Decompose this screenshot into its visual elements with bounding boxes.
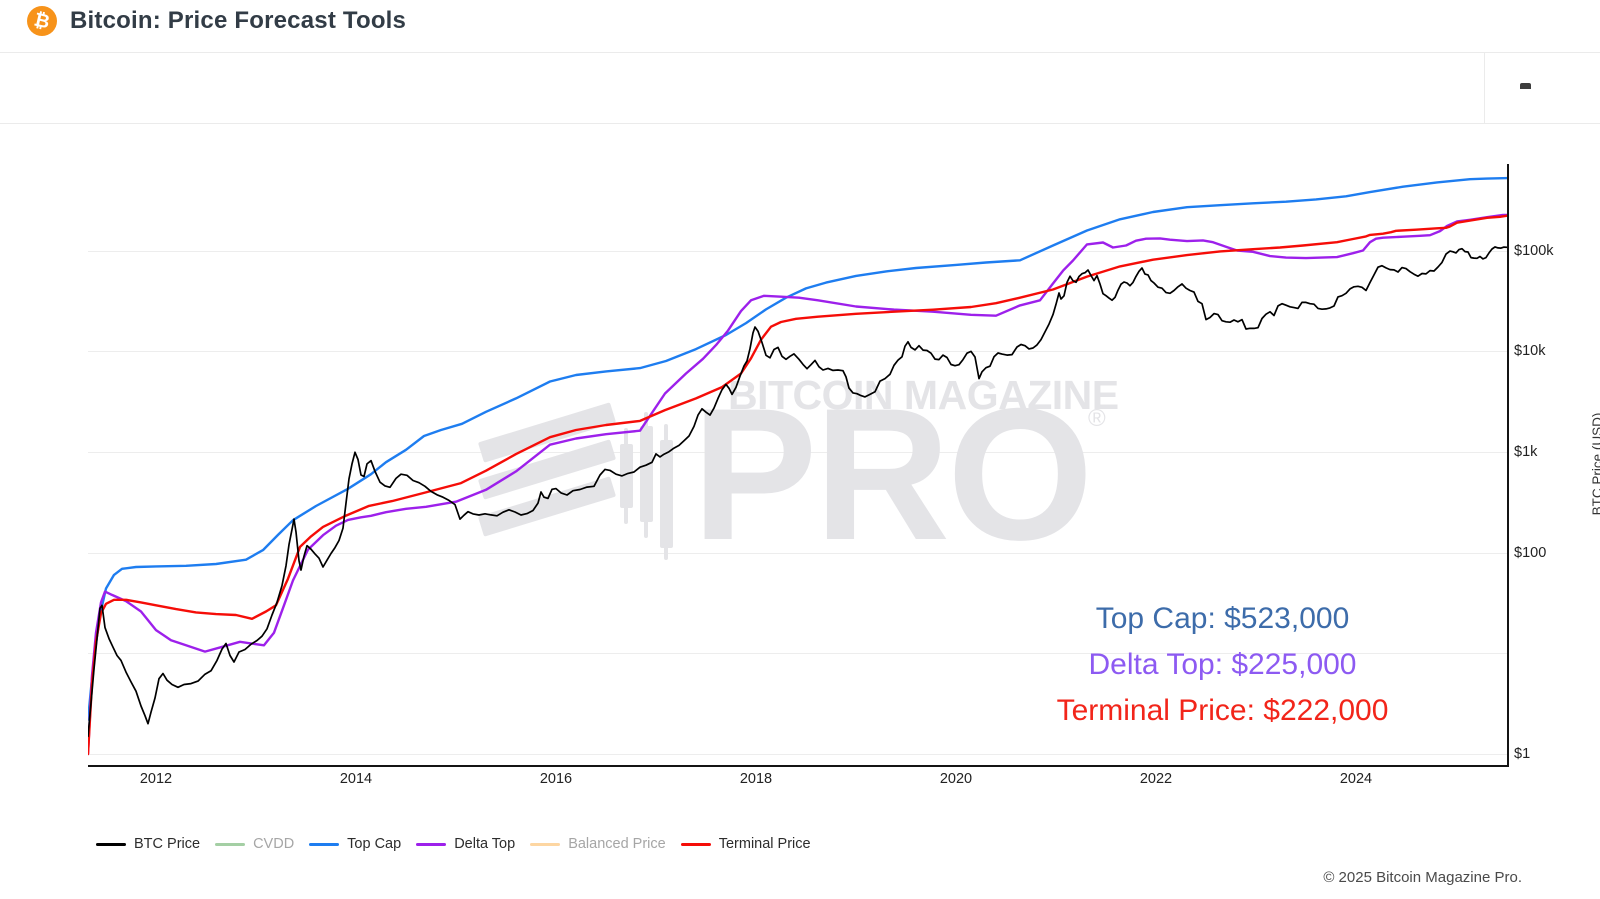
- legend-item-btc-price[interactable]: BTC Price: [96, 836, 200, 852]
- x-axis-label: 2018: [739, 771, 773, 787]
- legend-swatch: [416, 842, 447, 846]
- page-title: Bitcoin: Price Forecast Tools: [70, 7, 407, 34]
- bitcoin-logo-glyph: ₿: [32, 8, 53, 33]
- legend-item-balanced-price[interactable]: Balanced Price: [530, 836, 666, 852]
- x-axis-label: 2016: [539, 771, 573, 787]
- toolbar-divider: [1484, 53, 1485, 123]
- y-axis-line: [1507, 164, 1509, 767]
- legend: BTC Price CVDD Top Cap Delta Top Balanced Pr…: [96, 836, 811, 852]
- y-axis-label: $1: [1514, 746, 1531, 762]
- y-axis-title: BTC Price (USD): [1590, 412, 1600, 516]
- bitcoin-logo-icon: ₿: [27, 6, 57, 36]
- annotation-top-cap: Top Cap: $523,000: [1095, 602, 1350, 635]
- legend-swatch: [309, 842, 340, 846]
- forecast-annotations: Top Cap: $523,000 Delta Top: $225,000 Term…: [940, 596, 1505, 734]
- x-axis-label: 2024: [1339, 771, 1373, 787]
- y-axis-label: $100k: [1514, 242, 1554, 259]
- legend-swatch: [96, 842, 126, 846]
- legend-swatch: [530, 842, 561, 846]
- legend-swatch: [680, 842, 711, 846]
- legend-item-terminal-price[interactable]: Terminal Price: [680, 836, 811, 852]
- x-axis-line: [88, 765, 1509, 767]
- header: ₿ Bitcoin: Price Forecast Tools: [0, 0, 1600, 53]
- y-axis-label: $10k: [1514, 343, 1546, 360]
- annotation-delta-top: Delta Top: $225,000: [1088, 648, 1357, 681]
- annotation-terminal-price: Terminal Price: $222,000: [1056, 694, 1389, 727]
- legend-item-delta-top[interactable]: Delta Top: [416, 836, 515, 852]
- x-axis-label: 2012: [139, 771, 173, 787]
- copyright: © 2025 Bitcoin Magazine Pro.: [1323, 869, 1522, 886]
- legend-label: Top Cap: [347, 836, 402, 852]
- legend-item-top-cap[interactable]: Top Cap: [309, 836, 401, 852]
- legend-label: Delta Top: [454, 836, 516, 852]
- toolbar: [0, 53, 1600, 124]
- y-axis-label: $1k: [1514, 443, 1538, 460]
- legend-label: BTC Price: [134, 836, 201, 852]
- legend-swatch: [215, 842, 246, 846]
- x-axis-label: 2014: [339, 771, 373, 787]
- x-axis-label: 2022: [1139, 771, 1173, 787]
- legend-label: Balanced Price: [568, 836, 666, 852]
- x-axis-label: 2020: [939, 771, 973, 787]
- chart: BITCOIN MAGAZINE ® PRO $100k $10k $1k $100 $…: [0, 124, 1600, 899]
- legend-label: CVDD: [253, 836, 295, 852]
- y-axis-label: $100: [1514, 544, 1547, 561]
- legend-item-cvdd[interactable]: CVDD: [215, 836, 294, 852]
- legend-label: Terminal Price: [718, 836, 811, 852]
- screenshot-button[interactable]: [1495, 70, 1535, 106]
